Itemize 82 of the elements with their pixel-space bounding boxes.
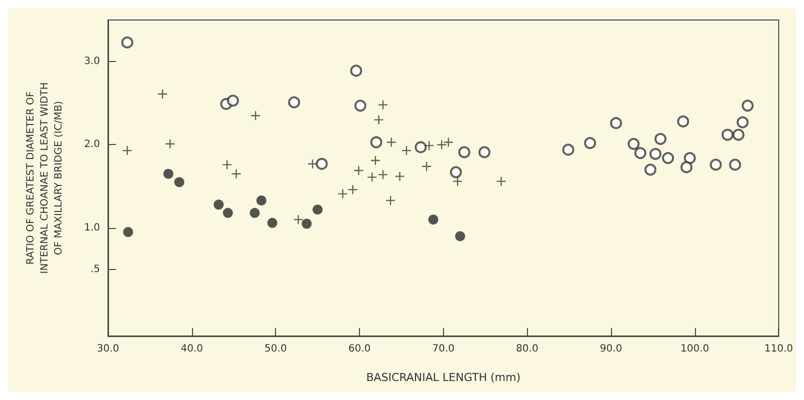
- point: [610, 117, 622, 130]
- point: [436, 140, 447, 150]
- x-tick-label: 80.0: [516, 344, 538, 354]
- x-tick-label: 70.0: [432, 344, 454, 354]
- point: [421, 161, 432, 172]
- point: [121, 36, 134, 48]
- point: [496, 176, 506, 186]
- point: [231, 168, 242, 179]
- point: [722, 128, 734, 141]
- point: [634, 147, 646, 160]
- point: [424, 140, 434, 151]
- y-tick-label: 1.0: [84, 222, 100, 234]
- point: [174, 177, 184, 188]
- point: [354, 100, 366, 112]
- point: [123, 227, 134, 238]
- point: [164, 138, 176, 150]
- point: [288, 96, 300, 108]
- point: [662, 152, 674, 164]
- point: [338, 188, 348, 199]
- point: [222, 160, 232, 170]
- y-axis-title: RATIO OF GREATEST DIAMETER OF INTERNAL CHOANAE TO LEAST WIDTH OF MAXILLARY BRIDGE (IC/MB): [26, 82, 64, 274]
- point: [256, 195, 266, 206]
- point: [214, 200, 224, 210]
- point: [649, 148, 662, 160]
- point: [366, 172, 378, 182]
- point: [742, 100, 754, 112]
- point: [250, 110, 261, 121]
- x-tick-label: 40.0: [180, 344, 203, 354]
- point: [562, 144, 574, 156]
- point: [443, 137, 454, 148]
- point: [710, 158, 722, 171]
- point: [122, 145, 132, 156]
- point: [736, 116, 749, 128]
- y-tick-label: 3.0: [84, 56, 100, 68]
- point: [312, 204, 323, 215]
- point: [450, 166, 462, 178]
- point: [654, 132, 666, 145]
- y-tick-label: .5: [90, 264, 100, 275]
- point: [378, 170, 388, 180]
- point: [293, 214, 304, 225]
- point: [267, 218, 278, 228]
- point: [307, 158, 318, 169]
- x-tick-label: 50.0: [264, 344, 287, 354]
- point: [729, 158, 742, 171]
- point: [302, 218, 312, 229]
- point: [428, 214, 438, 225]
- point: [350, 64, 362, 77]
- y-tick-label: 2.0: [84, 139, 100, 150]
- x-tick-label: 110.0: [764, 344, 794, 354]
- x-tick-label: 30.0: [96, 344, 120, 354]
- point: [478, 146, 490, 158]
- point: [163, 168, 174, 179]
- point: [222, 208, 233, 218]
- point: [354, 165, 364, 176]
- point: [584, 137, 596, 150]
- point: [455, 231, 466, 242]
- point: [250, 208, 260, 218]
- point: [374, 114, 384, 125]
- point: [316, 158, 328, 170]
- point: [378, 100, 388, 110]
- point: [385, 195, 396, 206]
- x-tick-label: 90.0: [600, 344, 622, 354]
- point: [226, 94, 239, 107]
- point: [370, 155, 381, 166]
- point: [401, 145, 412, 156]
- point: [414, 141, 427, 154]
- point: [732, 128, 744, 141]
- point: [348, 184, 358, 195]
- x-tick-label: 100.0: [680, 344, 710, 354]
- point: [677, 115, 690, 128]
- point: [628, 138, 640, 150]
- point: [370, 136, 382, 148]
- point: [452, 176, 463, 186]
- point: [394, 171, 405, 182]
- point: [157, 88, 168, 100]
- point: [684, 152, 696, 164]
- point: [644, 164, 656, 176]
- point: [386, 137, 396, 148]
- x-axis-title: BASICRANIAL LENGTH (mm): [366, 371, 520, 384]
- x-tick-label: 60.0: [348, 344, 371, 354]
- point: [458, 146, 470, 158]
- point: [680, 161, 692, 174]
